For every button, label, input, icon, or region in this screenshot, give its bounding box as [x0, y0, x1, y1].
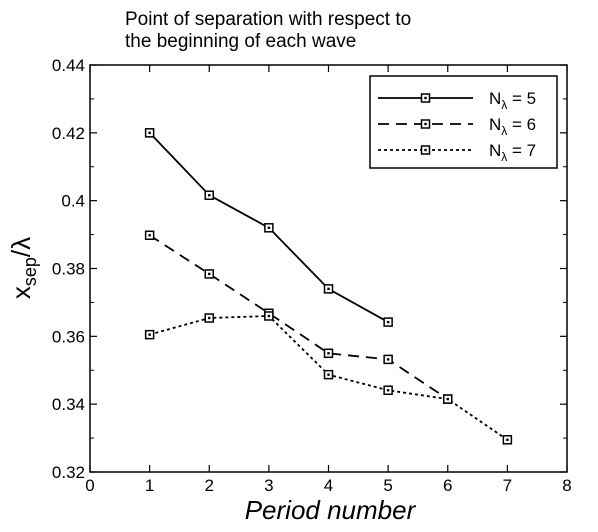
legend-marker-core — [424, 148, 427, 152]
data-point-marker-core — [386, 389, 390, 392]
y-axis-label: xsep/λ — [6, 237, 40, 299]
x-tick-label: 7 — [503, 476, 512, 495]
series-2 — [144, 230, 453, 404]
chart-title-line-2: the beginning of each wave — [125, 31, 356, 52]
x-axis: 0 1 2 3 4 5 6 7 8 — [85, 65, 572, 495]
x-tick-label: 4 — [324, 476, 333, 495]
legend-label: Nλ = 7 — [489, 141, 536, 164]
data-point-marker-core — [148, 333, 151, 336]
legend-item-3: Nλ = 7 — [378, 141, 536, 164]
legend-marker-core — [424, 122, 427, 126]
legend-label: Nλ = 5 — [489, 89, 536, 112]
y-tick-label: 0.32 — [52, 463, 85, 482]
data-point-marker-core — [327, 352, 330, 355]
data-point-marker-core — [506, 438, 509, 441]
data-point-marker-core — [327, 287, 330, 291]
legend-item-2: Nλ = 6 — [378, 115, 536, 138]
legend-box — [369, 75, 558, 169]
data-point-marker-core — [386, 358, 390, 361]
legend-label-tail: = 6 — [507, 115, 536, 134]
y-axis: 0.32 0.34 0.36 0.38 0.4 0.42 0.44 — [52, 56, 567, 482]
legend-label-base: N — [489, 141, 501, 160]
data-point-marker-core — [267, 314, 271, 318]
chart-title-line-1: Point of separation with respect to — [125, 9, 411, 30]
legend-label-base: N — [489, 89, 501, 108]
data-point-marker-core — [446, 397, 449, 401]
x-tick-label: 1 — [145, 476, 154, 495]
series-layer — [144, 128, 513, 445]
y-tick-label: 0.44 — [52, 56, 85, 75]
y-tick-label: 0.4 — [61, 192, 85, 211]
legend-label-subscript: λ — [501, 150, 507, 164]
legend: Nλ = 5Nλ = 6Nλ = 7 — [369, 75, 558, 169]
x-tick-label: 8 — [562, 476, 571, 495]
x-tick-label: 2 — [205, 476, 214, 495]
data-point-marker-core — [208, 272, 211, 276]
legend-label-tail: = 7 — [507, 141, 536, 160]
data-point-marker-core — [267, 226, 271, 229]
legend-label-tail: = 5 — [507, 89, 536, 108]
y-tick-label: 0.36 — [52, 327, 85, 346]
series-3 — [144, 311, 513, 445]
x-axis-label: Period number — [245, 495, 417, 525]
data-point-marker-core — [148, 131, 151, 135]
y-tick-label: 0.34 — [52, 395, 85, 414]
y-tick-label: 0.38 — [52, 260, 85, 279]
series-1 — [144, 128, 393, 327]
legend-marker-core — [424, 96, 427, 100]
legend-label-base: N — [489, 115, 501, 134]
y-axis-label-subscript: sep — [20, 257, 40, 286]
y-tick-label: 0.42 — [52, 124, 85, 143]
data-point-marker-core — [208, 316, 211, 320]
data-point-marker-core — [386, 320, 390, 324]
x-tick-label: 5 — [383, 476, 392, 495]
data-point-marker-core — [327, 373, 330, 376]
data-point-marker-core — [208, 194, 211, 197]
series-line — [149, 234, 449, 400]
data-point-marker-core — [148, 234, 151, 237]
legend-item-1: Nλ = 5 — [378, 89, 536, 112]
legend-label-subscript: λ — [501, 124, 507, 138]
x-tick-label: 3 — [264, 476, 273, 495]
x-tick-label: 0 — [85, 476, 94, 495]
legend-label-subscript: λ — [501, 98, 507, 112]
y-axis-label-tail: /λ — [6, 237, 36, 257]
x-tick-label: 6 — [443, 476, 452, 495]
y-axis-label-base: x — [6, 286, 36, 299]
legend-label: Nλ = 6 — [489, 115, 536, 138]
